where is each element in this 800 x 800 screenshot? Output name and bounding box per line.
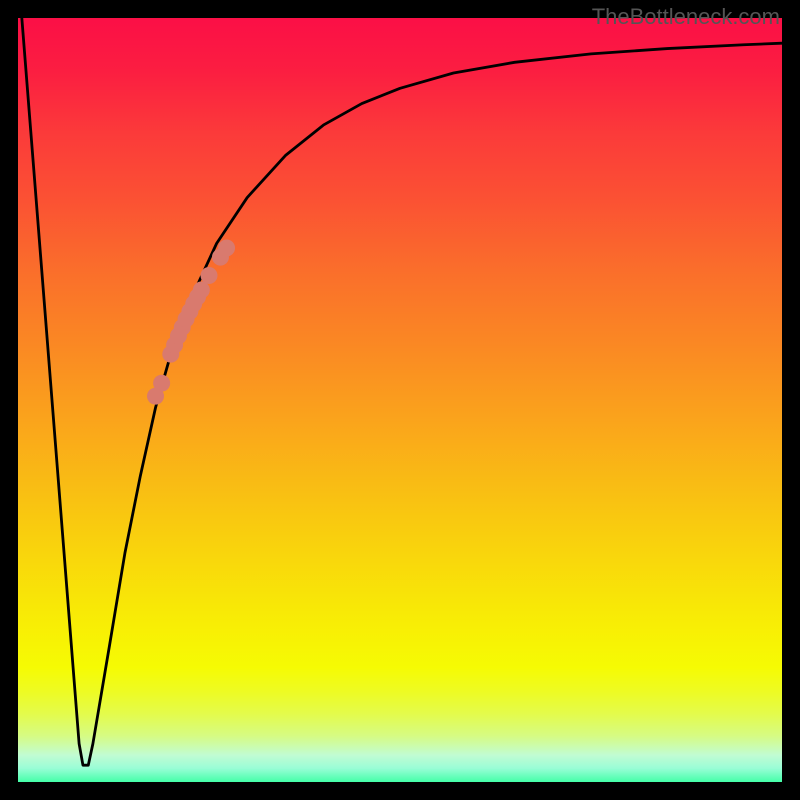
data-marker — [193, 281, 210, 298]
data-marker — [153, 375, 170, 392]
data-marker — [218, 239, 235, 256]
data-marker — [201, 267, 218, 284]
bottleneck-chart — [18, 18, 782, 782]
chart-container: TheBottleneck.com — [0, 0, 800, 800]
watermark-text: TheBottleneck.com — [592, 4, 780, 30]
plot-area — [18, 18, 782, 782]
gradient-background — [18, 18, 782, 782]
